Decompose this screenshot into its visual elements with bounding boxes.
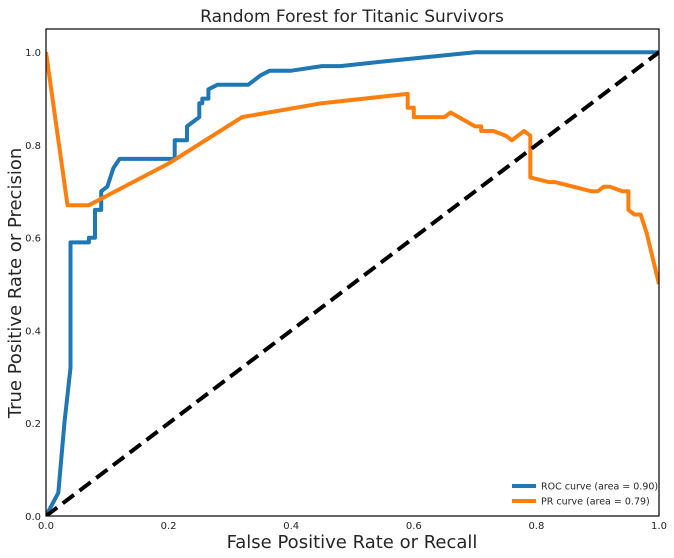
- x-tick-label: 0.2: [161, 521, 177, 532]
- series-line-0: [46, 50, 659, 516]
- y-tick-label: 0.4: [25, 326, 41, 337]
- y-tick-label: 0.0: [25, 512, 41, 523]
- diagonal-reference-line: [46, 50, 659, 516]
- y-tick-label: 1.0: [25, 48, 41, 59]
- legend-label: PR curve (area = 0.79): [541, 497, 650, 508]
- x-axis-title: False Positive Rate or Recall: [227, 532, 478, 553]
- y-tick-label: 0.2: [25, 419, 41, 430]
- y-tick-label: 0.6: [25, 234, 41, 245]
- legend-label: ROC curve (area = 0.90): [541, 482, 658, 493]
- legend: ROC curve (area = 0.90) PR curve (area = …: [512, 482, 658, 508]
- x-tick-label: 0.8: [528, 521, 544, 532]
- x-tick-label: 0.6: [406, 521, 422, 532]
- plot-area: 0.00.0 0.2 0.2 0.4 0.4 0.6 0.6 0.8 0.8 1.0 1.0: [25, 28, 667, 532]
- series-line-1: [46, 51, 659, 285]
- x-tick-label: 1.0: [651, 521, 667, 532]
- x-tick-label: 0.0: [38, 521, 54, 532]
- chart-title: Random Forest for Titanic Survivors: [200, 7, 504, 27]
- plot-frame: [45, 28, 660, 517]
- x-tick-label: 0.4: [283, 521, 299, 532]
- y-axis-title: True Positive Rate or Precision: [5, 148, 26, 420]
- y-tick-label: 0.8: [25, 141, 41, 152]
- series-lines: [46, 50, 659, 516]
